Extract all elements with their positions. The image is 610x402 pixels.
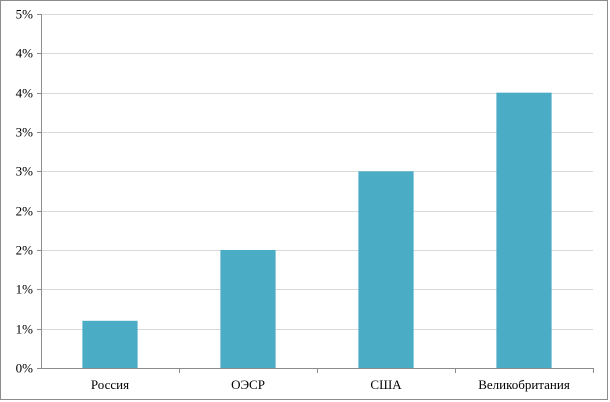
bar-1: [82, 320, 138, 368]
y-tick-label: 2%: [16, 243, 34, 258]
y-tick-label: 2%: [16, 204, 34, 219]
bar-4: [496, 92, 552, 369]
axes: [37, 14, 594, 373]
bars: [82, 92, 552, 369]
bar-2: [220, 250, 276, 368]
x-category-label: Россия: [91, 377, 129, 392]
y-tick-label: 5%: [16, 7, 34, 22]
x-category-label: ОЭСР: [231, 377, 265, 392]
y-tick-label: 3%: [16, 164, 34, 179]
y-tick-labels: 0% 1% 1% 2% 2% 3% 3% 4% 4% 5%: [16, 7, 34, 376]
y-tick-label: 4%: [16, 46, 34, 61]
x-category-label: США: [370, 377, 402, 392]
y-tick-label: 4%: [16, 86, 34, 101]
y-tick-label: 0%: [16, 361, 34, 376]
x-category-labels: Россия ОЭСР США Великобритания: [91, 377, 570, 392]
bar-3: [358, 171, 414, 368]
y-tick-label: 1%: [16, 282, 34, 297]
x-category-label: Великобритания: [478, 377, 570, 392]
y-tick-label: 3%: [16, 125, 34, 140]
y-tick-label: 1%: [16, 322, 34, 337]
